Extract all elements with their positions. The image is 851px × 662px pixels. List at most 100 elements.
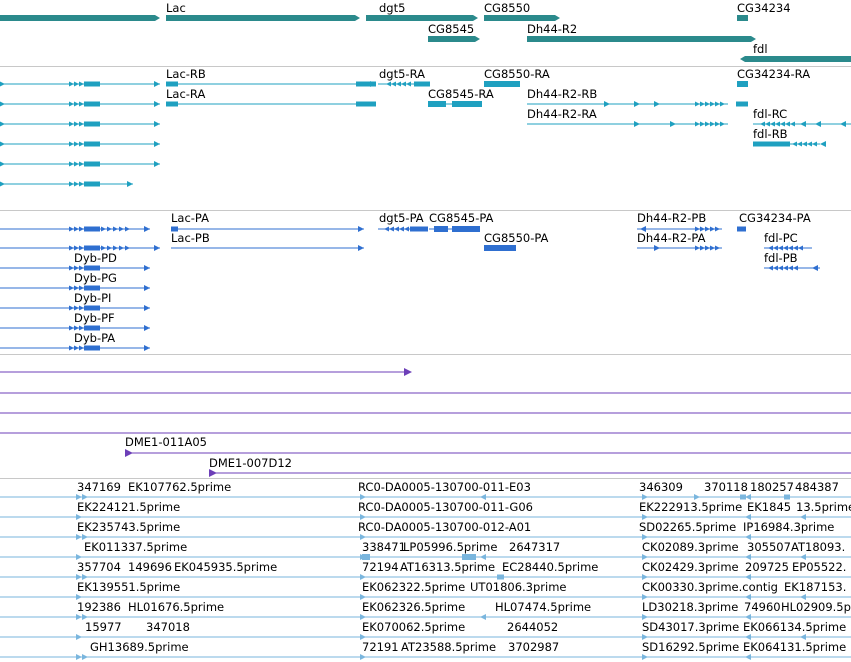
strand-arrow[interactable] <box>82 534 88 540</box>
strand-arrow[interactable] <box>775 121 780 127</box>
strand-arrow[interactable] <box>773 245 778 251</box>
strand-arrow[interactable] <box>404 226 409 232</box>
strand-arrow[interactable] <box>76 534 82 540</box>
strand-arrow[interactable] <box>783 245 788 251</box>
label-est-ep05522[interactable]: EP05522. <box>792 560 847 574</box>
strand-arrow[interactable] <box>710 226 715 232</box>
strand-arrow[interactable] <box>154 141 160 147</box>
strand-arrow[interactable] <box>840 121 846 127</box>
strand-arrow[interactable] <box>642 594 648 600</box>
strand-arrow[interactable] <box>820 141 826 147</box>
strand-arrow[interactable] <box>79 285 84 291</box>
label-lac-pb[interactable]: Lac-PB <box>171 231 210 245</box>
label-est-hl02909[interactable]: HL02909.5p <box>781 600 851 614</box>
strand-arrow[interactable] <box>773 265 778 271</box>
strand-arrow[interactable] <box>642 614 648 620</box>
exon-block[interactable] <box>452 101 482 107</box>
strand-arrow[interactable] <box>384 226 389 232</box>
label-est-209725[interactable]: 209725 <box>745 560 789 574</box>
strand-arrow[interactable] <box>800 121 806 127</box>
strand-arrow[interactable] <box>113 226 118 232</box>
strand-arrow[interactable] <box>391 81 396 87</box>
strand-arrow[interactable] <box>79 101 84 107</box>
exon-block[interactable] <box>84 101 100 107</box>
strand-arrow[interactable] <box>705 226 710 232</box>
strand-arrow[interactable] <box>74 81 79 87</box>
protein-cg34234-pa[interactable] <box>737 226 746 232</box>
strand-arrow[interactable] <box>480 554 486 560</box>
strand-arrow[interactable] <box>670 121 676 127</box>
strand-arrow[interactable] <box>154 245 160 251</box>
label-cg8550-pa[interactable]: CG8550-PA <box>484 231 549 245</box>
strand-arrow[interactable] <box>745 494 751 500</box>
strand-arrow[interactable] <box>76 494 82 500</box>
strand-arrow[interactable] <box>386 81 391 87</box>
est-block[interactable] <box>740 494 746 500</box>
est-block[interactable] <box>462 554 476 560</box>
label-fdl-pc[interactable]: fdl-PC <box>764 231 798 245</box>
strand-arrow[interactable] <box>0 141 5 147</box>
strand-arrow[interactable] <box>480 494 486 500</box>
label-est-ek045935[interactable]: EK045935.5prime <box>174 560 278 574</box>
strand-arrow[interactable] <box>69 181 74 187</box>
strand-arrow[interactable] <box>800 554 806 560</box>
strand-arrow[interactable] <box>79 245 84 251</box>
strand-arrow[interactable] <box>79 121 84 127</box>
exon-block[interactable] <box>410 226 428 232</box>
gene-cg8545[interactable] <box>428 36 480 42</box>
strand-arrow[interactable] <box>715 245 720 251</box>
exon-block[interactable] <box>84 245 100 251</box>
label-est-3702987[interactable]: 3702987 <box>508 640 560 654</box>
strand-arrow[interactable] <box>604 101 610 107</box>
label-est-hl01676[interactable]: HL01676.5prime <box>128 600 225 614</box>
strand-arrow[interactable] <box>79 181 84 187</box>
label-dyb-pf[interactable]: Dyb-PF <box>74 311 115 325</box>
gene-lac[interactable] <box>166 15 360 21</box>
strand-arrow[interactable] <box>69 285 74 291</box>
strand-arrow[interactable] <box>79 81 84 87</box>
strand-arrow[interactable] <box>95 226 100 232</box>
strand-arrow[interactable] <box>654 245 660 251</box>
strand-arrow[interactable] <box>399 226 404 232</box>
exon-block[interactable] <box>84 81 100 87</box>
strand-arrow[interactable] <box>715 121 720 127</box>
strand-arrow[interactable] <box>69 345 74 351</box>
strand-arrow[interactable] <box>82 494 88 500</box>
strand-arrow[interactable] <box>642 654 648 660</box>
strand-arrow[interactable] <box>154 161 160 167</box>
label-est-lp05996[interactable]: LP05996.5prime <box>403 540 498 554</box>
strand-arrow[interactable] <box>76 514 82 520</box>
strand-arrow[interactable] <box>745 554 751 560</box>
label-est-74960[interactable]: 74960 <box>744 600 781 614</box>
strand-arrow[interactable] <box>695 226 700 232</box>
strand-arrow[interactable] <box>79 141 84 147</box>
label-est-2644052[interactable]: 2644052 <box>507 620 559 634</box>
label-est-ec28440[interactable]: EC28440.5prime <box>502 560 599 574</box>
strand-arrow[interactable] <box>107 226 112 232</box>
strand-arrow[interactable] <box>642 634 648 640</box>
label-est-ek070062[interactable]: EK070062.5prime <box>362 620 466 634</box>
label-dh44-r2-pb[interactable]: Dh44-R2-PB <box>637 211 707 225</box>
strand-arrow[interactable] <box>74 141 79 147</box>
strand-arrow[interactable] <box>82 654 88 660</box>
strand-arrow[interactable] <box>101 226 106 232</box>
label-est-15977[interactable]: 15977 <box>85 620 122 634</box>
strand-arrow[interactable] <box>800 514 806 520</box>
label-est-ek139551[interactable]: EK139551.5prime <box>77 580 181 594</box>
strand-arrow[interactable] <box>0 161 5 167</box>
strand-arrow[interactable] <box>82 574 88 580</box>
strand-arrow[interactable] <box>700 226 705 232</box>
strand-arrow[interactable] <box>785 121 790 127</box>
label-est-347169[interactable]: 347169 <box>77 480 121 494</box>
strand-arrow[interactable] <box>700 101 705 107</box>
label-est-338471[interactable]: 338471 <box>362 540 406 554</box>
strand-arrow[interactable] <box>0 181 5 187</box>
protein-cg8550-pa[interactable] <box>484 245 516 251</box>
exon-block[interactable] <box>166 81 178 87</box>
strand-arrow[interactable] <box>360 574 366 580</box>
strand-arrow[interactable] <box>144 226 150 232</box>
label-est-ek064131[interactable]: EK064131.5prime <box>743 640 847 654</box>
strand-arrow[interactable] <box>404 368 412 376</box>
strand-arrow[interactable] <box>69 325 74 331</box>
strand-arrow[interactable] <box>401 81 406 87</box>
